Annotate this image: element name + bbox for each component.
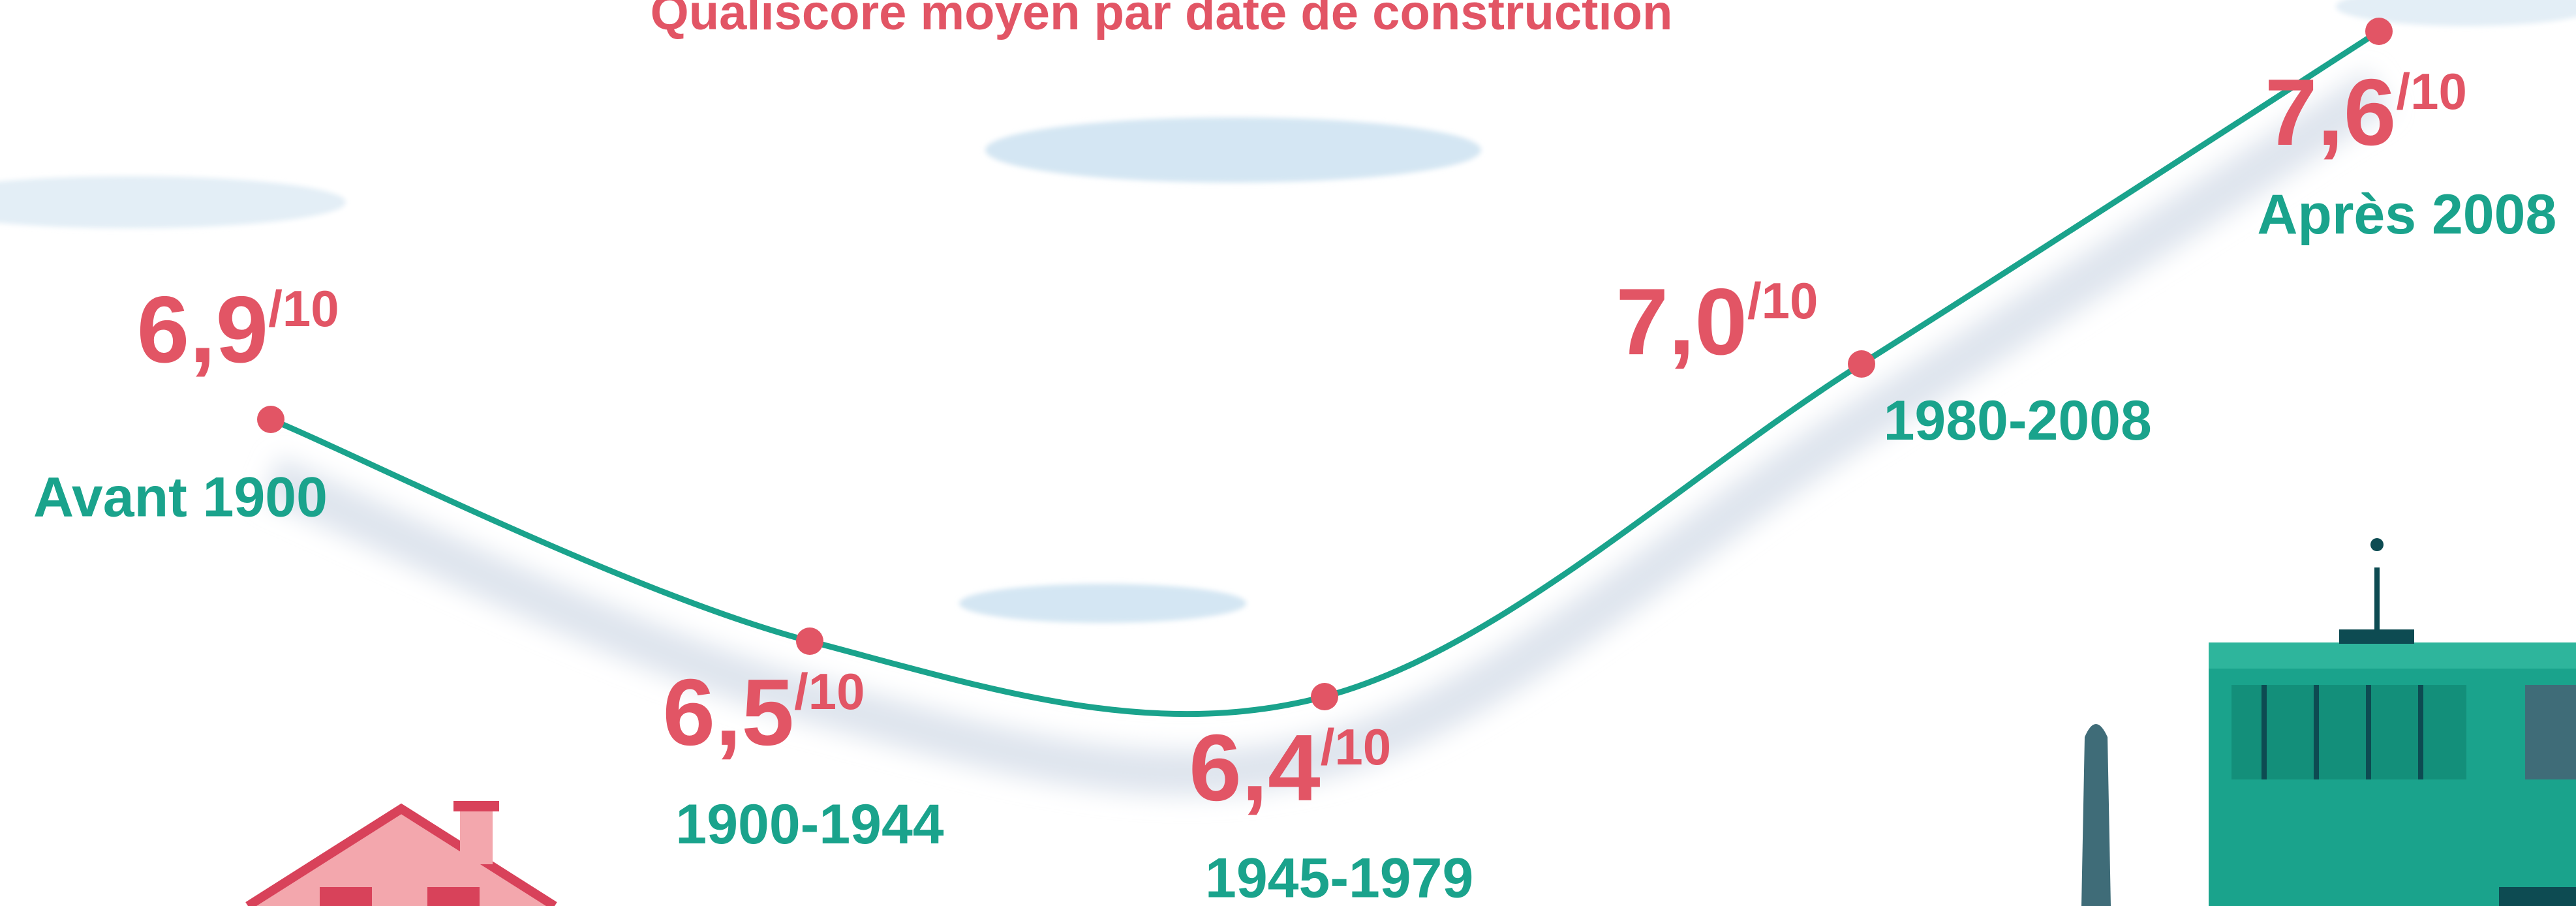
chart: Qualiscore moyen par date de constructio… (0, 0, 2576, 906)
value-number: 7,0 (1616, 269, 1747, 374)
category-label: 1980-2008 (1884, 389, 2152, 452)
value-suffix: /10 (1747, 272, 1818, 329)
point (1311, 683, 1338, 710)
value-suffix: /10 (1321, 717, 1391, 775)
value-number: 6,4 (1189, 715, 1321, 821)
value-suffix: /10 (794, 662, 865, 719)
point (2365, 18, 2393, 45)
value-label: 6,9/10 (137, 277, 339, 382)
category-label: 1945-1979 (1205, 847, 1473, 906)
category-label: Avant 1900 (33, 466, 328, 529)
category-label: Après 2008 (2257, 183, 2556, 246)
cloud (959, 584, 1246, 623)
value-label: 7,6/10 (2265, 59, 2467, 165)
value-number: 6,5 (662, 659, 794, 765)
value-label: 6,4/10 (1189, 715, 1391, 821)
point (257, 406, 284, 433)
value-label: 6,5/10 (662, 659, 865, 765)
value-suffix: /10 (268, 280, 339, 337)
building (2081, 538, 2576, 906)
value-number: 7,6 (2265, 59, 2397, 165)
value-label: 7,0/10 (1616, 269, 1818, 374)
cloud (985, 117, 1481, 183)
page: {"chart_data": {"type": "line", "title":… (0, 0, 2576, 906)
point (796, 627, 823, 655)
value-number: 6,9 (137, 277, 269, 382)
house (248, 801, 555, 906)
point (1848, 350, 1875, 378)
cloud (0, 176, 346, 228)
value-suffix: /10 (2396, 63, 2466, 120)
chart-title: Qualiscore moyen par date de constructio… (651, 0, 1673, 40)
category-label: 1900-1944 (675, 793, 943, 856)
